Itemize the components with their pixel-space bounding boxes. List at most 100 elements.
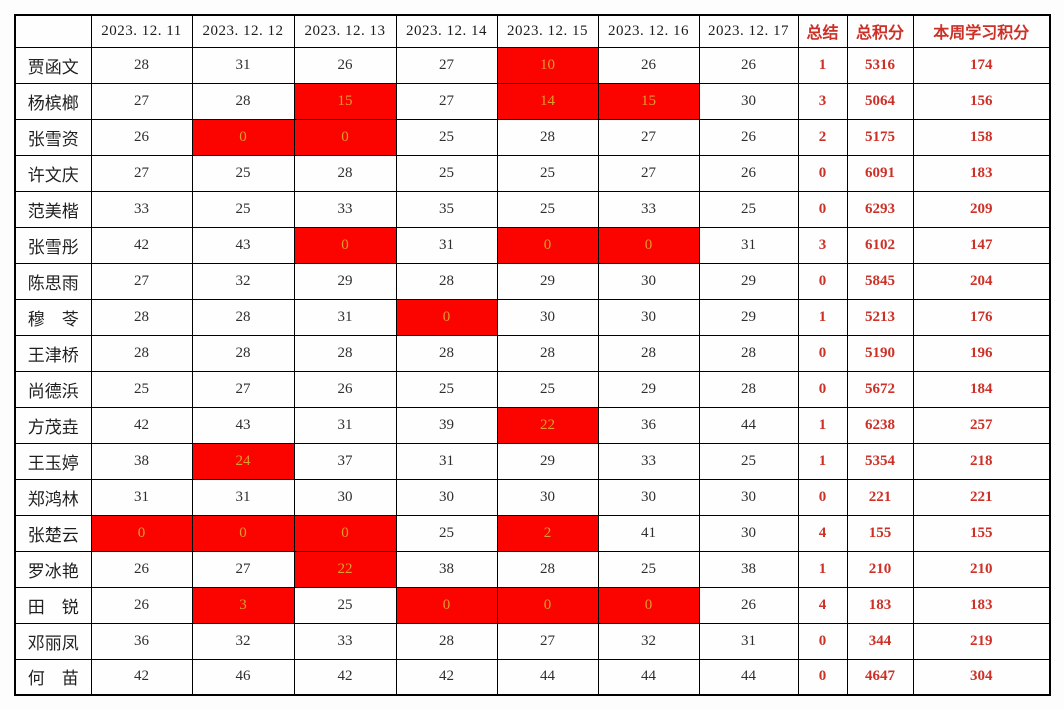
student-name: 田 锐 xyxy=(14,586,92,624)
score-cell-highlighted: 22 xyxy=(293,550,397,588)
score-cell: 30 xyxy=(496,478,599,516)
date-header: 2023. 12. 16 xyxy=(597,14,700,48)
student-row: 王玉婷 38 24 37 31 29 33 25 1 5354 218 xyxy=(14,442,1051,480)
summary-count-cell: 3 xyxy=(797,226,848,264)
week-study-points-cell: 147 xyxy=(912,226,1051,264)
summary-count-cell: 3 xyxy=(797,82,848,120)
score-cell: 33 xyxy=(293,190,397,228)
date-header: 2023. 12. 13 xyxy=(293,14,397,48)
summary-count-cell: 0 xyxy=(797,190,848,228)
total-points-cell: 5316 xyxy=(846,46,914,84)
score-cell-highlighted: 0 xyxy=(191,514,295,552)
summary-count-cell: 0 xyxy=(797,622,848,660)
score-cell: 42 xyxy=(90,226,193,264)
score-cell: 26 xyxy=(597,46,700,84)
score-cell: 25 xyxy=(496,154,599,192)
summary-header: 总结 xyxy=(797,14,848,48)
score-cell: 29 xyxy=(597,370,700,408)
score-cell: 28 xyxy=(293,334,397,372)
week-study-points-cell: 221 xyxy=(912,478,1051,516)
score-cell: 28 xyxy=(191,334,295,372)
score-cell: 28 xyxy=(698,334,799,372)
score-cell: 32 xyxy=(597,622,700,660)
score-cell-highlighted: 0 xyxy=(496,226,599,264)
student-row: 陈思雨 27 32 29 28 29 30 29 0 5845 204 xyxy=(14,262,1051,300)
summary-count-cell: 0 xyxy=(797,154,848,192)
total-points-cell: 155 xyxy=(846,514,914,552)
score-cell: 25 xyxy=(395,118,498,156)
score-cell: 37 xyxy=(293,442,397,480)
week-study-points-cell: 204 xyxy=(912,262,1051,300)
student-name: 尚德浜 xyxy=(14,370,92,408)
score-cell: 25 xyxy=(698,442,799,480)
score-cell: 33 xyxy=(597,442,700,480)
student-row: 郑鸿林 31 31 30 30 30 30 30 0 221 221 xyxy=(14,478,1051,516)
score-cell: 26 xyxy=(90,118,193,156)
student-row: 田 锐 26 3 25 0 0 0 26 4 183 183 xyxy=(14,586,1051,624)
student-row: 何 苗 42 46 42 42 44 44 44 0 4647 304 xyxy=(14,658,1051,696)
student-name: 贾函文 xyxy=(14,46,92,84)
score-cell: 29 xyxy=(496,262,599,300)
score-cell: 28 xyxy=(496,334,599,372)
score-cell: 27 xyxy=(395,82,498,120)
score-cell: 38 xyxy=(395,550,498,588)
summary-count-cell: 0 xyxy=(797,658,848,696)
total-points-cell: 221 xyxy=(846,478,914,516)
score-cell: 33 xyxy=(293,622,397,660)
student-name: 陈思雨 xyxy=(14,262,92,300)
score-cell: 31 xyxy=(191,46,295,84)
score-cell: 32 xyxy=(191,262,295,300)
summary-count-cell: 1 xyxy=(797,550,848,588)
score-cell: 33 xyxy=(90,190,193,228)
score-cell: 31 xyxy=(698,622,799,660)
score-cell: 27 xyxy=(90,262,193,300)
score-cell: 28 xyxy=(90,298,193,336)
score-cell: 28 xyxy=(395,334,498,372)
total-points-cell: 5672 xyxy=(846,370,914,408)
score-cell: 28 xyxy=(395,622,498,660)
week-study-points-cell: 155 xyxy=(912,514,1051,552)
score-cell: 30 xyxy=(698,478,799,516)
score-cell: 42 xyxy=(395,658,498,696)
score-cell: 28 xyxy=(496,118,599,156)
score-cell-highlighted: 22 xyxy=(496,406,599,444)
total-points-cell: 6091 xyxy=(846,154,914,192)
score-cell: 28 xyxy=(496,550,599,588)
total-points-cell: 5354 xyxy=(846,442,914,480)
score-cell: 26 xyxy=(698,118,799,156)
summary-count-cell: 0 xyxy=(797,262,848,300)
score-cell: 26 xyxy=(90,586,193,624)
score-cell: 27 xyxy=(496,622,599,660)
total-points-cell: 344 xyxy=(846,622,914,660)
score-cell: 41 xyxy=(597,514,700,552)
score-cell: 27 xyxy=(90,82,193,120)
score-cell: 44 xyxy=(698,406,799,444)
score-cell: 38 xyxy=(698,550,799,588)
score-cell: 36 xyxy=(90,622,193,660)
score-cell: 33 xyxy=(597,190,700,228)
week-study-points-cell: 176 xyxy=(912,298,1051,336)
student-row: 穆 苓 28 28 31 0 30 30 29 1 5213 176 xyxy=(14,298,1051,336)
total-points-cell: 6102 xyxy=(846,226,914,264)
score-cell-highlighted: 0 xyxy=(191,118,295,156)
week-study-points-cell: 183 xyxy=(912,586,1051,624)
score-cell: 35 xyxy=(395,190,498,228)
score-cell-highlighted: 3 xyxy=(191,586,295,624)
score-cell: 42 xyxy=(293,658,397,696)
student-row: 张楚云 0 0 0 25 2 41 30 4 155 155 xyxy=(14,514,1051,552)
student-name: 方茂垚 xyxy=(14,406,92,444)
student-name: 杨槟榔 xyxy=(14,82,92,120)
total-points-cell: 5064 xyxy=(846,82,914,120)
score-cell: 25 xyxy=(496,190,599,228)
summary-count-cell: 0 xyxy=(797,334,848,372)
score-cell: 38 xyxy=(90,442,193,480)
week-study-points-cell: 209 xyxy=(912,190,1051,228)
score-cell: 30 xyxy=(293,478,397,516)
date-header: 2023. 12. 17 xyxy=(698,14,799,48)
student-name: 王津桥 xyxy=(14,334,92,372)
student-name: 张雪资 xyxy=(14,118,92,156)
date-header: 2023. 12. 11 xyxy=(90,14,193,48)
total-points-cell: 5213 xyxy=(846,298,914,336)
score-cell: 25 xyxy=(395,370,498,408)
